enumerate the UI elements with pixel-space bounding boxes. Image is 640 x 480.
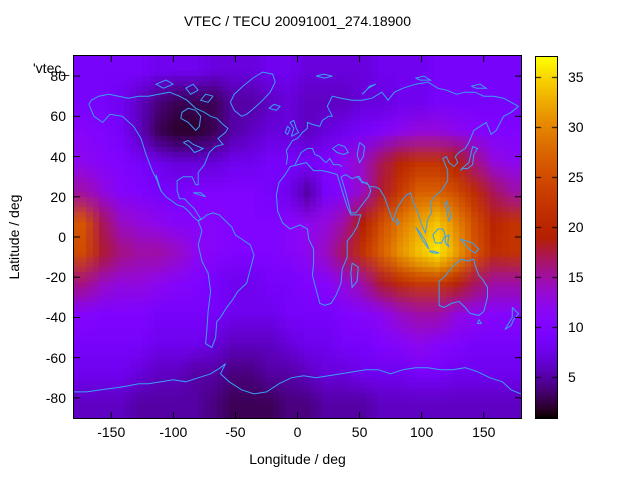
x-tick-label: -50: [225, 424, 246, 440]
coastline-path: [504, 307, 520, 330]
y-tick-label: 40: [50, 148, 66, 165]
coastline-path: [361, 83, 376, 95]
x-tick-label: 100: [409, 424, 434, 440]
coastline-path: [428, 250, 440, 254]
y-tick-label: 20: [50, 188, 66, 205]
coastline-path: [331, 143, 350, 156]
colorbar-border: [535, 56, 558, 419]
coastline-path: [459, 238, 480, 254]
coastline-path: [315, 73, 333, 79]
coastline-path: [229, 71, 276, 117]
x-tick-label: 150: [472, 424, 496, 440]
colorbar-tick-label: 20: [568, 219, 584, 235]
coastline-path: [180, 107, 202, 132]
tec-heatmap-canvas: [74, 56, 521, 418]
colorbar-tick-label: 25: [568, 169, 584, 185]
x-tick-label: 50: [351, 424, 368, 440]
y-tick-label: -20: [45, 269, 66, 286]
plot-title: VTEC / TECU 20091001_274.18900: [183, 13, 411, 29]
y-tick-label: 80: [50, 68, 66, 85]
coastline-path: [415, 75, 433, 81]
plot-border: [73, 55, 522, 419]
coastline-path: [183, 139, 205, 154]
coastline-path: [289, 119, 300, 137]
coastline-path: [438, 258, 488, 316]
coastline-path: [395, 218, 400, 226]
coastline-path: [355, 105, 519, 235]
coastline-path: [285, 81, 519, 165]
coastline-path: [284, 125, 291, 136]
x-tick-label: -150: [97, 424, 126, 440]
coastline-path: [88, 91, 229, 222]
coastline-path: [432, 228, 446, 244]
coastline-path: [193, 192, 206, 198]
coastline-path: [275, 162, 362, 306]
coastline-overlay: [74, 56, 521, 418]
colorbar-tick-label: 5: [568, 369, 576, 385]
key-label: 'vtec_: [33, 60, 70, 76]
coastline-path: [154, 79, 174, 89]
coastline-path: [340, 174, 372, 214]
coastline-path: [444, 200, 453, 223]
coastline-path: [155, 174, 162, 191]
coastline-path: [415, 226, 430, 250]
coastline-path: [471, 83, 488, 89]
colorbar-tick-label: 35: [568, 69, 584, 85]
x-axis-label: Longitude / deg: [249, 451, 346, 467]
x-tick-label: 0: [293, 424, 302, 440]
y-tick-label: -80: [45, 389, 66, 406]
y-axis-label: Latitude / deg: [6, 194, 22, 280]
coastline-path: [185, 83, 199, 95]
coastline-path: [197, 212, 255, 349]
coastline-path: [294, 148, 343, 168]
coastline-path: [350, 262, 359, 289]
colorbar-tick-label: 15: [568, 269, 584, 285]
coastline-path: [74, 363, 521, 395]
coastline-path: [268, 103, 281, 111]
colorbar-tick-label: 10: [568, 319, 584, 335]
coastline-path: [459, 146, 479, 171]
y-tick-label: 60: [50, 108, 66, 125]
y-tick-label: -40: [45, 309, 66, 326]
coastline-path: [199, 93, 214, 103]
y-tick-label: -60: [45, 349, 66, 366]
coastline-path: [444, 234, 450, 248]
coastline-path: [356, 142, 366, 164]
x-tick-label: -100: [159, 424, 188, 440]
coastline-path: [476, 319, 483, 324]
map-plot-area: [74, 56, 521, 418]
colorbar-tick-label: 30: [568, 119, 584, 135]
y-tick-label: 0: [58, 229, 66, 245]
colorbar-gradient: [536, 57, 557, 418]
